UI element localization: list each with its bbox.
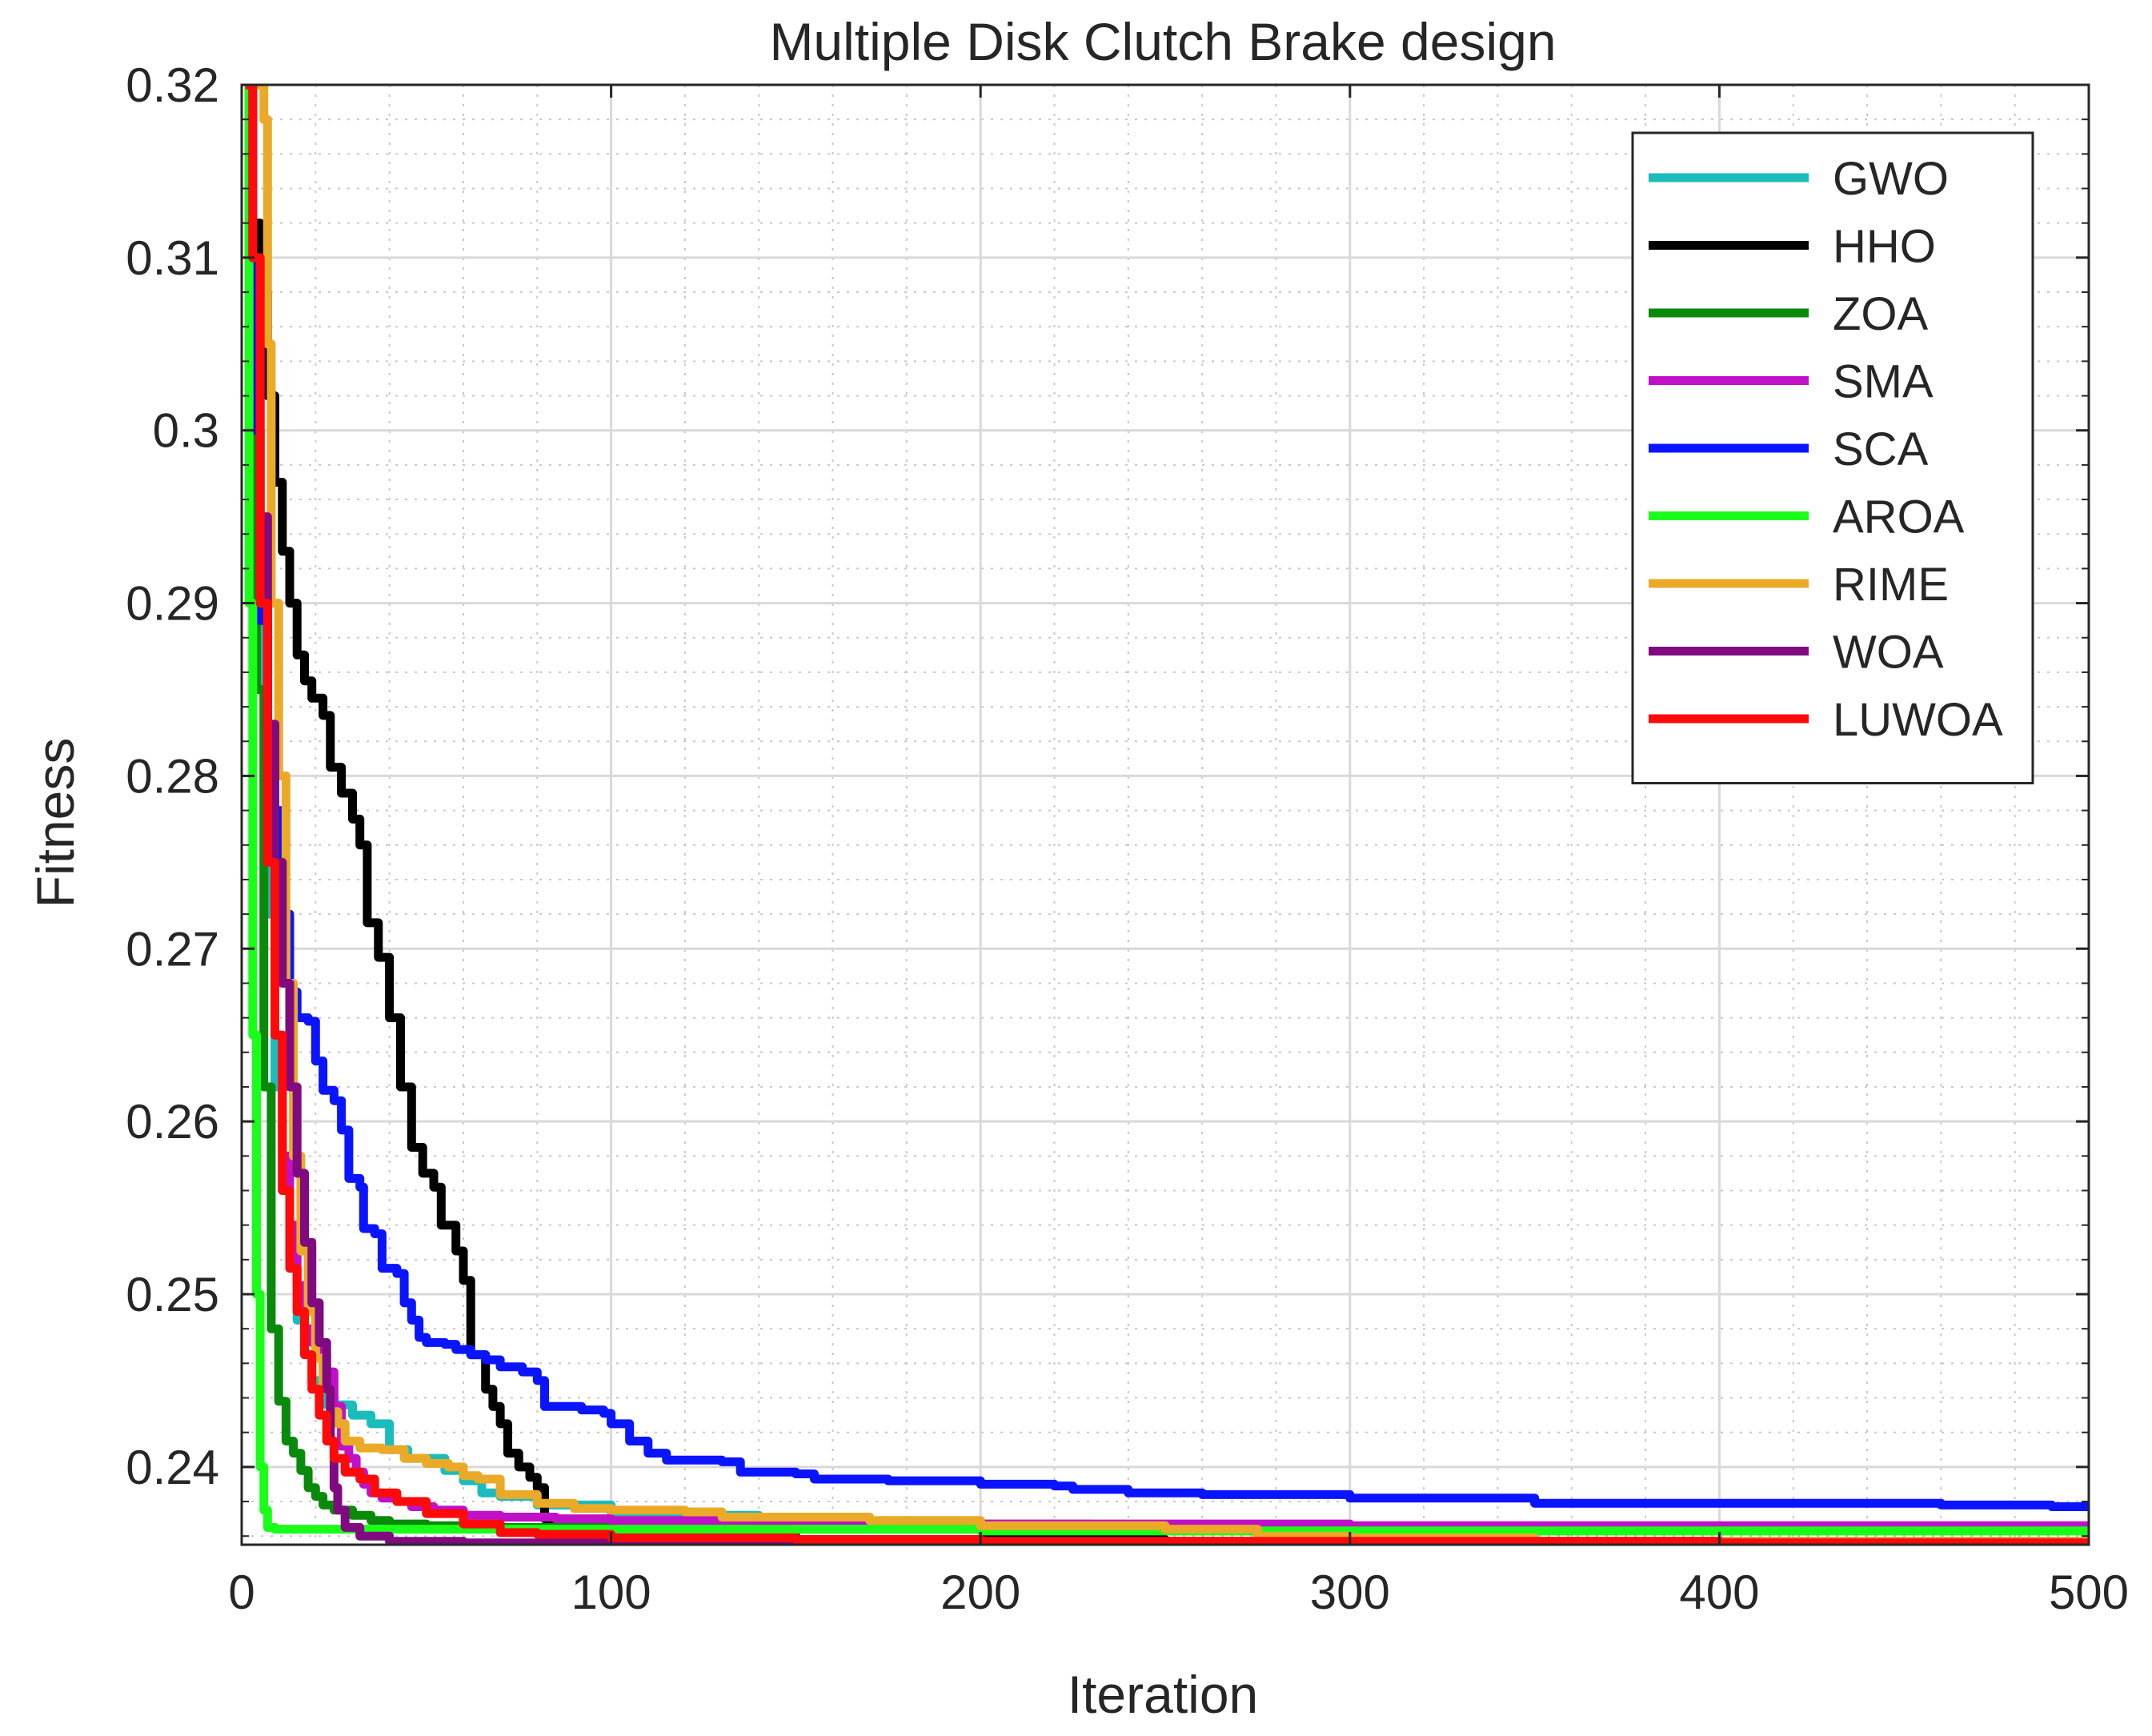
- series-line-sca: [245, 85, 2089, 1511]
- y-tick-label: 0.31: [126, 231, 219, 285]
- y-tick-label: 0.32: [126, 58, 219, 112]
- x-axis-label: Iteration: [1068, 1665, 1258, 1724]
- y-tick-label: 0.24: [126, 1441, 219, 1494]
- legend-label-luwoa: LUWOA: [1833, 694, 2003, 746]
- y-axis-label: Fitness: [26, 738, 85, 908]
- x-tick-label: 300: [1310, 1566, 1390, 1619]
- y-tick-label: 0.27: [126, 922, 219, 976]
- x-tick-labels: 0 100 200 300 400 500: [228, 1566, 2129, 1619]
- legend: GWO HHO ZOA SMA SCA AROA RIME WOA LUWOA: [1631, 131, 2034, 784]
- legend-label-hho: HHO: [1833, 221, 1936, 273]
- x-tick-label: 400: [1679, 1566, 1759, 1619]
- series-lines: [244, 85, 2089, 1545]
- legend-label-woa: WOA: [1833, 627, 1944, 679]
- legend-label-gwo: GWO: [1833, 153, 1949, 205]
- x-tick-label: 100: [571, 1566, 651, 1619]
- x-tick-label: 200: [940, 1566, 1020, 1619]
- series-line-hho: [245, 85, 2089, 1545]
- x-tick-label: 500: [2049, 1566, 2129, 1619]
- series-line-luwoa: [245, 85, 2089, 1545]
- chart-title: Multiple Disk Clutch Brake design: [769, 12, 1556, 71]
- legend-label-aroa: AROA: [1833, 491, 1965, 543]
- axis-ticks: [240, 83, 2090, 1545]
- y-tick-label: 0.25: [126, 1268, 219, 1321]
- x-tick-label: 0: [228, 1566, 254, 1619]
- plot-frame: [240, 83, 2090, 1546]
- y-tick-label: 0.26: [126, 1095, 219, 1149]
- y-tick-labels: 0.24 0.25 0.26 0.27 0.28 0.29 0.3 0.31 0.32: [126, 58, 219, 1494]
- y-tick-label: 0.28: [126, 749, 219, 803]
- legend-label-sca: SCA: [1833, 423, 1929, 475]
- y-tick-label: 0.29: [126, 577, 219, 631]
- legend-label-zoa: ZOA: [1833, 288, 1929, 340]
- legend-label-sma: SMA: [1833, 356, 1934, 408]
- legend-label-rime: RIME: [1833, 559, 1949, 611]
- y-tick-label: 0.3: [153, 404, 219, 458]
